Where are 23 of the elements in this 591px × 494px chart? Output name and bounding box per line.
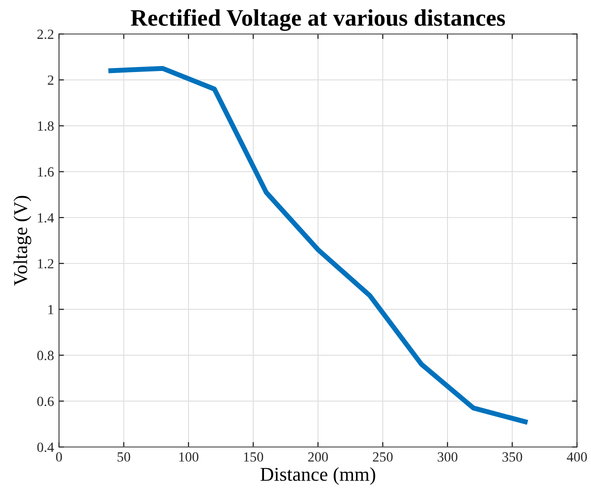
x-tick-label: 0: [56, 452, 62, 462]
x-tick-label: 250: [372, 452, 393, 462]
y-tick-label: 1.4: [38, 213, 54, 223]
y-axis-title: Voltage (V): [14, 196, 32, 286]
x-axis-title: Distance (mm): [260, 467, 376, 485]
x-tick-label: 350: [502, 452, 522, 462]
y-tick-label: 0.6: [37, 396, 54, 406]
y-tick-label: 2.2: [37, 30, 54, 40]
y-tick-label: 1.6: [38, 167, 54, 177]
x-tick-label: 150: [244, 452, 264, 462]
line-series: [108, 66, 528, 424]
y-tick-label: 1: [48, 304, 54, 314]
x-tick-label: 100: [179, 452, 198, 462]
y-tick-label: 1.2: [38, 259, 54, 268]
x-tick-label: 300: [438, 452, 458, 462]
chart-title: Rectified Voltage at various distances: [130, 9, 505, 31]
x-tick-label: 200: [308, 452, 328, 462]
y-tick-label: 0.8: [37, 350, 54, 360]
x-tick-label: 50: [118, 452, 130, 462]
x-tick-label: 400: [566, 452, 587, 462]
y-tick-label: 0.4: [37, 442, 54, 452]
y-tick-label: 1.8: [38, 121, 54, 131]
y-tick-label: 2: [48, 76, 54, 85]
